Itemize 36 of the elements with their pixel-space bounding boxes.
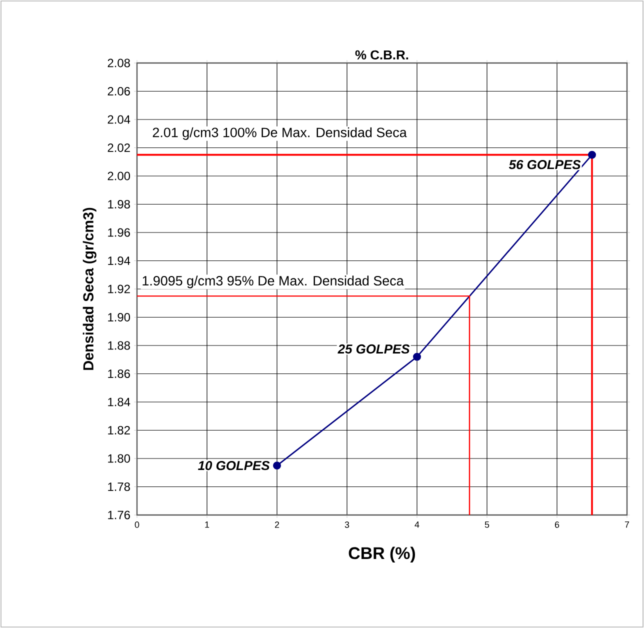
y-tick-label: 1.82 — [108, 426, 130, 434]
annotation: 1.9095 g/cm3 95% De Max. Densidad Seca — [142, 276, 404, 288]
y-tick-label: 1.98 — [108, 200, 130, 208]
y-tick-label: 1.92 — [108, 284, 130, 294]
y-tick-label: 2.08 — [108, 58, 130, 68]
y-tick-label: 1.78 — [108, 482, 130, 491]
x-tick-label: 7 — [624, 522, 630, 528]
y-tick-label: 1.88 — [108, 341, 130, 350]
point — [413, 352, 421, 361]
x-tick-label: 3 — [344, 522, 350, 528]
annotation: 56 GOLPES — [508, 160, 581, 170]
y-tick-label: 2.04 — [108, 115, 130, 124]
x-tick-label: 4 — [414, 522, 420, 528]
point — [273, 462, 281, 470]
x-axis-title: CBR (%) — [348, 546, 416, 562]
y-tick-label: 1.84 — [108, 398, 130, 406]
y-tick-label: 1.80 — [108, 454, 130, 463]
y-tick-label: 1.90 — [108, 313, 130, 322]
x-tick-label: 0 — [134, 522, 140, 528]
point — [588, 150, 596, 159]
y-tick-label: 1.86 — [108, 370, 130, 378]
annotation: 10 GOLPES — [198, 460, 270, 470]
x-tick-label: 2 — [274, 522, 280, 528]
x-tick-label: 1 — [205, 522, 210, 528]
y-tick-label: 2.00 — [108, 172, 130, 180]
y-tick-label: 2.02 — [108, 144, 130, 152]
y-tick-label: 1.96 — [108, 228, 130, 237]
y-tick-label: 1.94 — [108, 256, 130, 265]
annotation: 25 GOLPES — [338, 344, 410, 354]
y-tick-label: 1.76 — [108, 510, 130, 520]
y-axis-title: Densidad Seca (gr/cm3) — [82, 208, 96, 370]
y-tick-label: 2.06 — [108, 87, 130, 96]
annotation: 2.01 g/cm3 100% De Max. Densidad Seca — [152, 127, 407, 140]
x-tick-label: 6 — [554, 522, 560, 528]
x-tick-label: 5 — [484, 522, 490, 528]
chart-title: % C.B.R. — [355, 50, 408, 60]
